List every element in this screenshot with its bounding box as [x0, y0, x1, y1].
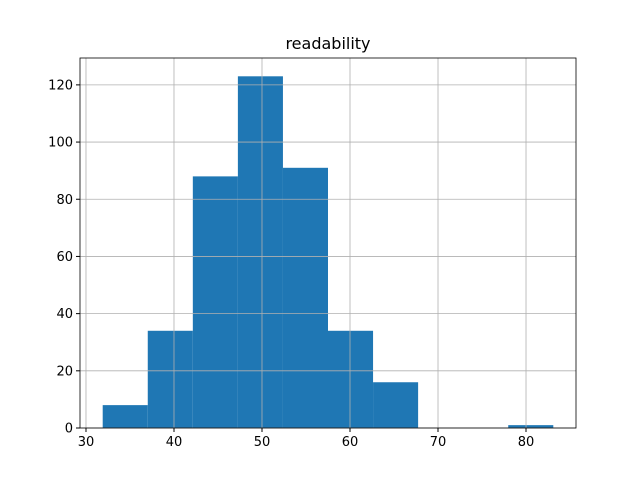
bar [282, 167, 328, 428]
bar [237, 76, 283, 429]
y-tick-label: 20 [56, 364, 73, 379]
y-tick-label: 40 [56, 307, 73, 322]
bar [102, 405, 148, 428]
x-tick-label: 30 [78, 435, 95, 450]
bar [508, 425, 554, 428]
y-tick-label: 120 [48, 78, 73, 93]
bar [192, 176, 238, 428]
x-tick-label: 40 [166, 435, 183, 450]
x-tick-label: 60 [342, 435, 359, 450]
bar [328, 330, 374, 428]
y-tick-label: 60 [56, 250, 73, 265]
x-tick-label: 50 [254, 435, 271, 450]
y-tick-label: 80 [56, 193, 73, 208]
plot-frame [79, 57, 577, 429]
x-tick-label: 80 [518, 435, 535, 450]
bar [147, 330, 193, 428]
chart-title: readability [285, 34, 370, 53]
y-tick-label: 0 [65, 422, 73, 437]
x-tick-label: 70 [430, 435, 447, 450]
y-tick-label: 100 [48, 136, 73, 151]
bar [373, 382, 419, 428]
